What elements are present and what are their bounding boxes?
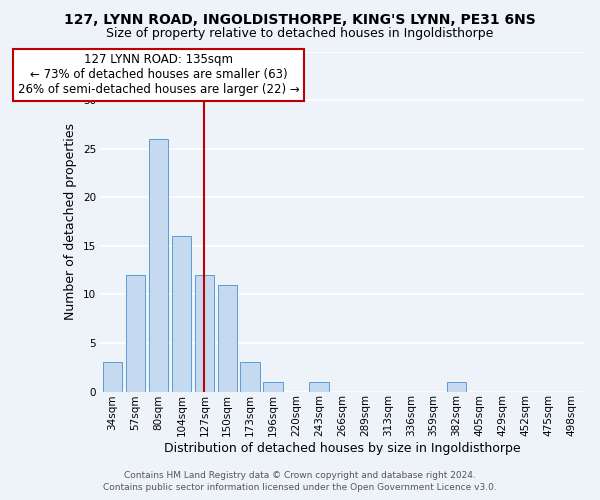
Bar	[241, 362, 260, 392]
Bar	[194, 275, 214, 392]
Bar	[447, 382, 466, 392]
X-axis label: Distribution of detached houses by size in Ingoldisthorpe: Distribution of detached houses by size …	[164, 442, 520, 455]
Bar	[263, 382, 283, 392]
Bar	[309, 382, 329, 392]
Text: Size of property relative to detached houses in Ingoldisthorpe: Size of property relative to detached ho…	[106, 28, 494, 40]
Text: 127 LYNN ROAD: 135sqm
← 73% of detached houses are smaller (63)
26% of semi-deta: 127 LYNN ROAD: 135sqm ← 73% of detached …	[17, 54, 299, 96]
Bar	[218, 284, 237, 392]
Bar	[172, 236, 191, 392]
Y-axis label: Number of detached properties: Number of detached properties	[64, 123, 77, 320]
Bar	[126, 275, 145, 392]
Text: Contains HM Land Registry data © Crown copyright and database right 2024.
Contai: Contains HM Land Registry data © Crown c…	[103, 471, 497, 492]
Bar	[149, 139, 168, 392]
Bar	[103, 362, 122, 392]
Text: 127, LYNN ROAD, INGOLDISTHORPE, KING'S LYNN, PE31 6NS: 127, LYNN ROAD, INGOLDISTHORPE, KING'S L…	[64, 12, 536, 26]
